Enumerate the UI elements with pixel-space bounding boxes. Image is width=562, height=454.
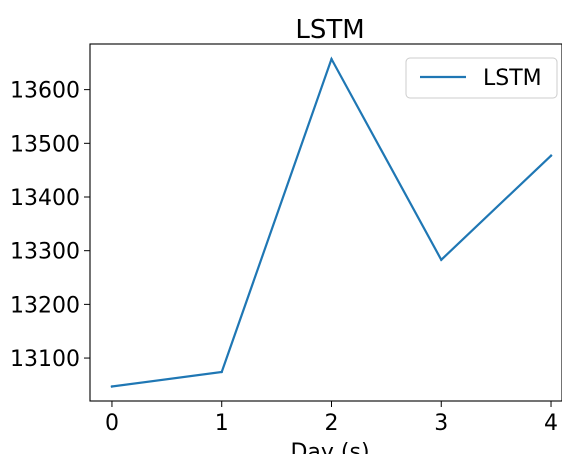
legend-box — [405, 57, 558, 99]
data-point — [440, 258, 443, 262]
y-tick-label: 13400 — [10, 186, 80, 211]
x-tick-label: 3 — [434, 411, 448, 436]
y-tick-label: 13300 — [10, 240, 80, 265]
y-tick-label: 13500 — [10, 132, 80, 157]
y-tick-label: 13100 — [10, 347, 80, 372]
data-point — [220, 370, 223, 374]
x-tick-label: 0 — [105, 411, 119, 436]
plot-frame — [89, 43, 562, 402]
chart-title: LSTM — [295, 15, 364, 45]
legend-label-lstm: LSTM — [483, 66, 542, 91]
data-point — [330, 57, 333, 61]
x-tick-label: 2 — [324, 411, 338, 436]
y-axis-ticks: 13100 13200 13300 13400 13500 13600 — [10, 79, 90, 372]
series-points — [110, 57, 553, 388]
y-tick-label: 13200 — [10, 293, 80, 318]
data-point — [549, 154, 553, 157]
data-point — [110, 385, 114, 388]
y-tick-label: 13600 — [10, 79, 80, 104]
x-tick-label: 1 — [215, 411, 229, 436]
legend: LSTM — [405, 57, 558, 99]
x-axis-ticks: 0 1 2 3 4 — [105, 401, 558, 436]
x-tick-label: 4 — [544, 411, 558, 436]
x-axis-label: Day (s) — [290, 440, 369, 454]
